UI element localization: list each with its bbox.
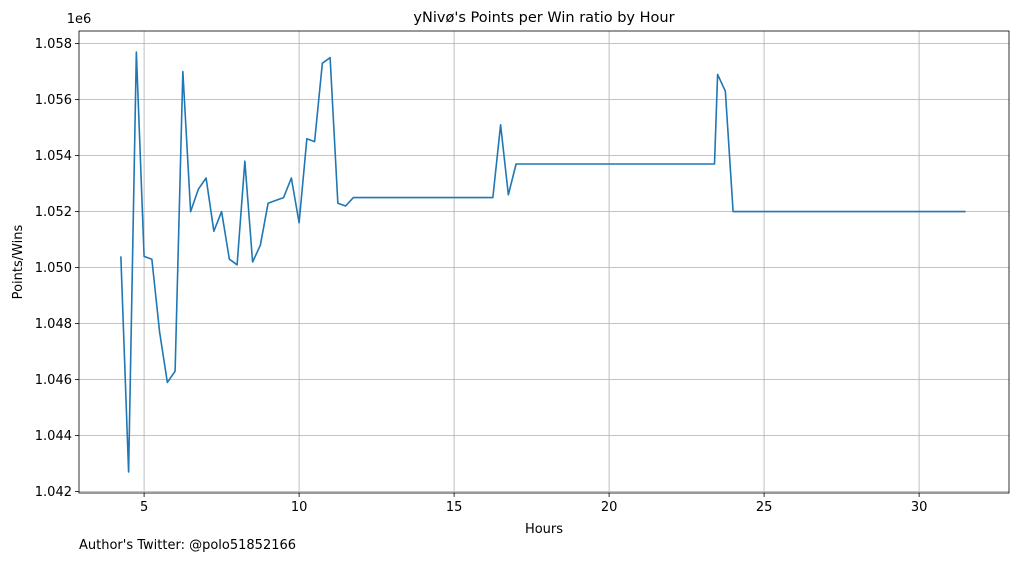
y-axis-ticks: 1.042 1.044 1.046 1.048 1.050 1.052 1.054 1.056… xyxy=(35,37,79,500)
y-tick-label: 1.046 xyxy=(35,373,72,388)
x-tick-label: 25 xyxy=(756,500,773,515)
chart-title: yNivø's Points per Win ratio by Hour xyxy=(413,10,674,26)
grid-lines xyxy=(79,31,1009,493)
x-tick-label: 15 xyxy=(446,500,463,515)
author-credit: Author's Twitter: @polo51852166 xyxy=(79,538,297,553)
y-axis-label: Points/Wins xyxy=(11,224,26,299)
y-tick-label: 1.042 xyxy=(35,485,72,500)
y-tick-label: 1.052 xyxy=(35,205,72,220)
y-tick-label: 1.054 xyxy=(35,149,72,164)
x-tick-label: 20 xyxy=(601,500,618,515)
x-tick-label: 10 xyxy=(291,500,308,515)
series-line xyxy=(120,51,966,473)
plot-frame xyxy=(78,30,1010,494)
x-axis-label: Hours xyxy=(525,522,563,537)
y-axis-scale-label: 1e6 xyxy=(67,12,92,27)
x-tick-label: 30 xyxy=(911,500,928,515)
y-tick-label: 1.058 xyxy=(35,37,72,52)
y-tick-label: 1.044 xyxy=(35,429,72,444)
y-tick-label: 1.048 xyxy=(35,317,72,332)
y-tick-label: 1.050 xyxy=(35,261,72,276)
x-axis-ticks: 5 10 15 20 25 30 xyxy=(140,493,927,515)
x-tick-label: 5 xyxy=(140,500,148,515)
y-tick-label: 1.056 xyxy=(35,93,72,108)
